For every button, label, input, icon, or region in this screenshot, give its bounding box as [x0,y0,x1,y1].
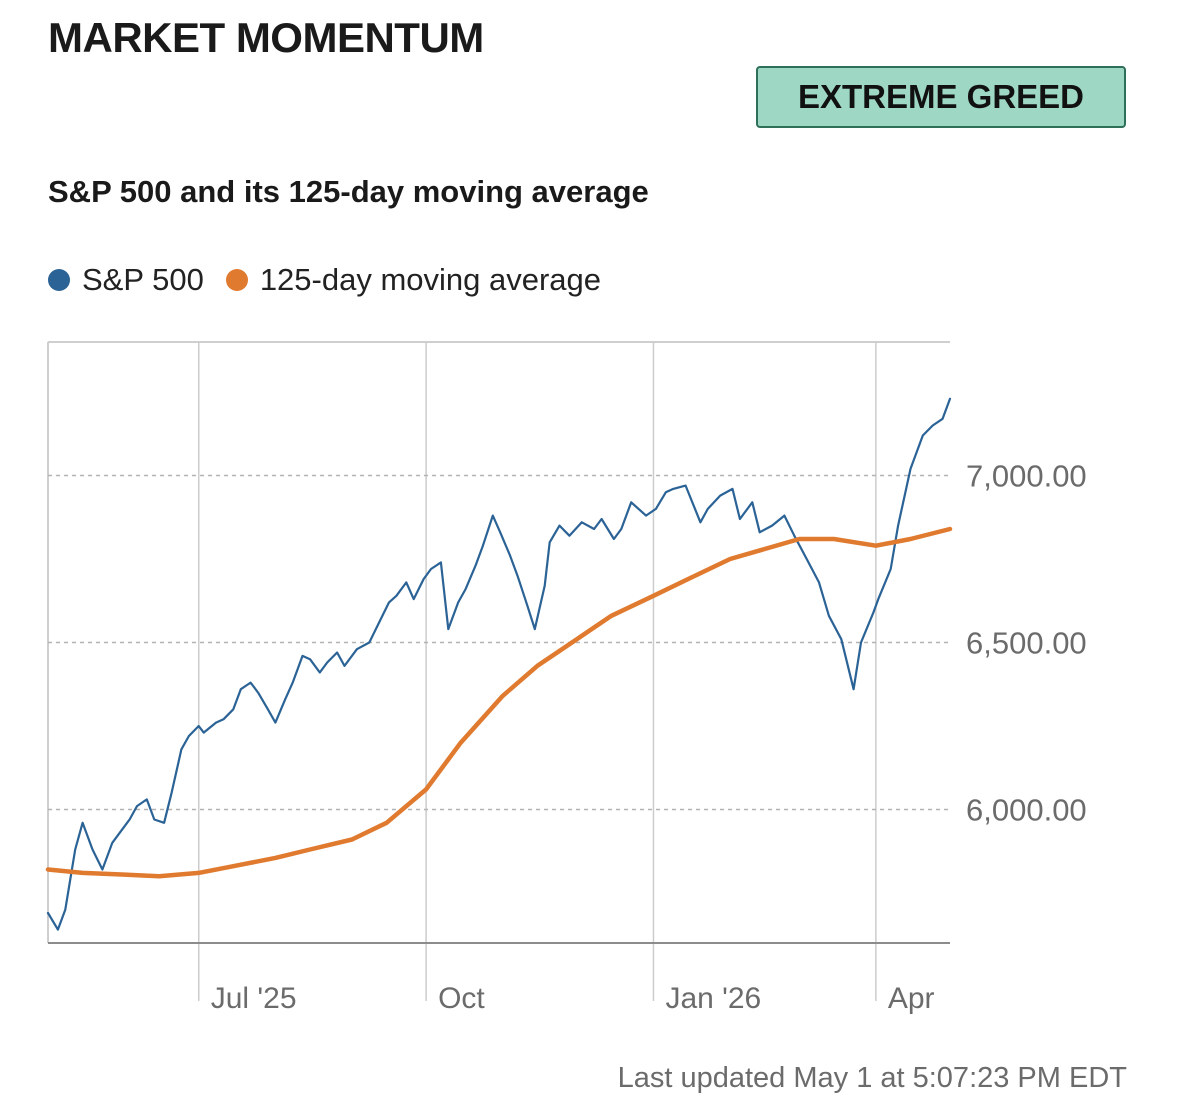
y-tick-label: 7,000.00 [966,459,1087,494]
x-tick-label: Oct [438,982,485,1015]
x-tick-label: Apr [888,982,935,1015]
legend-item-sp500: S&P 500 [48,262,204,298]
moving-average-legend-dot-icon [225,269,248,291]
x-tick-label: Jan '26 [665,982,761,1015]
legend-item-moving-average: 125-day moving average [225,262,602,298]
legend-label-sp500: S&P 500 [82,262,204,297]
page-title: MARKET MOMENTUM [48,14,484,61]
moving-average-series-line [45,526,953,879]
last-updated-text: Last updated May 1 at 5:07:23 PM EDT [617,1062,1127,1094]
sentiment-badge: EXTREME GREED [756,66,1126,128]
x-tick-label: Jul '25 [211,982,297,1015]
chart-title: S&P 500 and its 125-day moving average [48,174,649,209]
y-tick-label: 6,000.00 [966,792,1087,827]
chart-legend: S&P 500 125-day moving average [48,262,623,298]
sp500-legend-dot-icon [48,269,70,291]
legend-label-moving-average: 125-day moving average [259,262,602,297]
y-tick-label: 6,500.00 [966,626,1087,661]
sp500-series-line [46,397,952,931]
